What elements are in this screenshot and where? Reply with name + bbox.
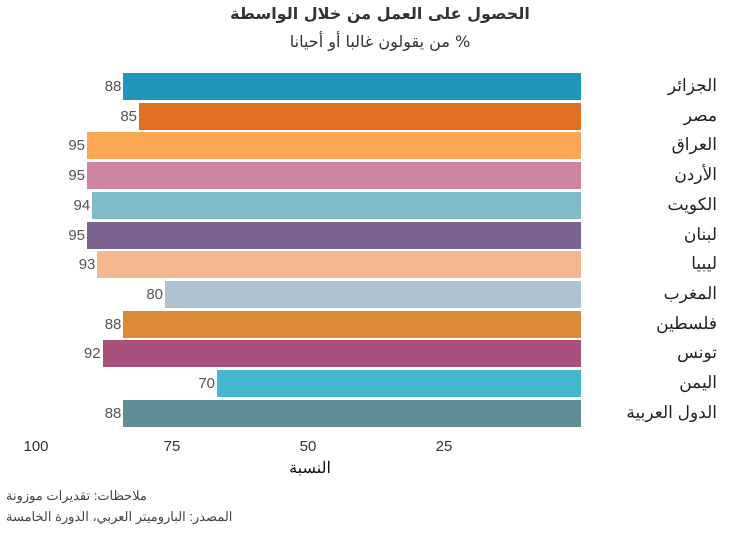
chart-title: الحصول على العمل من خلال الواسطة bbox=[230, 4, 530, 23]
bar-value-label: 92 bbox=[83, 345, 101, 363]
bar bbox=[87, 162, 581, 190]
bar-value-label: 88 bbox=[104, 404, 122, 422]
category-label: ليبيا bbox=[691, 254, 717, 274]
bar-value-label: 70 bbox=[198, 375, 215, 392]
bar bbox=[123, 310, 581, 338]
bar bbox=[97, 251, 581, 279]
x-tick-label: 50 bbox=[299, 438, 317, 455]
x-tick-label: 25 bbox=[435, 438, 453, 455]
category-label: العراق bbox=[671, 135, 717, 155]
bar bbox=[165, 280, 581, 308]
category-label: لبنان bbox=[683, 224, 717, 244]
bar bbox=[139, 102, 581, 130]
bar bbox=[217, 370, 581, 397]
bar-value-label: 94 bbox=[73, 196, 91, 214]
x-tick-label: 75 bbox=[163, 438, 181, 455]
bar bbox=[87, 221, 581, 249]
bar-value-label: 88 bbox=[104, 78, 122, 95]
bar-value-label: 93 bbox=[78, 256, 96, 274]
category-label: تونس bbox=[677, 343, 717, 363]
x-tick-label: 100 bbox=[23, 438, 49, 455]
chart-subtitle: % من يقولون غالبا أو أحيانا bbox=[289, 32, 471, 51]
bar bbox=[102, 340, 581, 368]
notes-text: ملاحظات: تقديرات موزونة bbox=[6, 488, 147, 503]
bar bbox=[123, 73, 581, 100]
bar-value-label: 88 bbox=[104, 315, 122, 333]
source-text: المصدر: الباروميتر العربي، الدورة الخامس… bbox=[6, 509, 233, 524]
bar-value-label: 95 bbox=[68, 137, 85, 155]
category-label: فلسطين bbox=[656, 313, 717, 333]
category-label: الجزائر bbox=[667, 76, 717, 95]
bar bbox=[92, 191, 581, 219]
category-label: اليمن bbox=[679, 373, 717, 392]
category-label: المغرب bbox=[663, 283, 717, 303]
category-label: الأردن bbox=[674, 165, 717, 185]
category-label: الكويت bbox=[667, 194, 718, 214]
bar bbox=[87, 132, 581, 160]
category-label: مصر bbox=[683, 105, 717, 125]
x-axis-label: النسبة bbox=[289, 460, 331, 477]
bar bbox=[123, 399, 581, 427]
bar-value-label: 95 bbox=[68, 226, 85, 244]
category-label: الدول العربية bbox=[626, 402, 717, 422]
bar-value-label: 85 bbox=[120, 107, 137, 125]
bar-value-label: 80 bbox=[146, 285, 163, 303]
bar-value-label: 95 bbox=[68, 167, 85, 185]
